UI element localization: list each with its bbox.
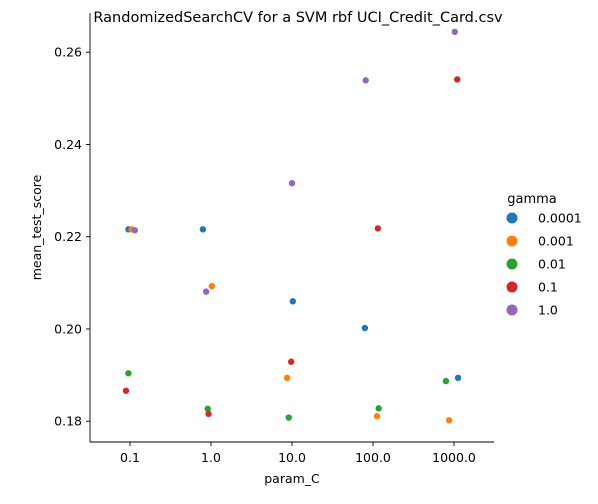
- legend: gamma 0.0001 0.001 0.01 0.1 1.0: [506, 192, 582, 318]
- data-point: [283, 374, 291, 382]
- data-point: [454, 76, 461, 83]
- legend-label: 0.1: [538, 280, 558, 295]
- data-point: [451, 28, 459, 36]
- legend-marker: [506, 212, 518, 224]
- data-point: [445, 417, 453, 424]
- data-point: [204, 405, 211, 412]
- x-axis-label: param_C: [264, 471, 320, 486]
- legend-marker: [506, 281, 518, 293]
- x-tick-label: 100.0: [355, 450, 391, 465]
- data-point: [202, 288, 210, 295]
- data-point: [442, 377, 450, 385]
- legend-label: 0.001: [538, 234, 574, 249]
- data-point: [199, 226, 207, 233]
- data-point: [374, 225, 382, 232]
- data-point: [205, 410, 212, 418]
- x-tick-label: 1000.0: [432, 450, 476, 465]
- data-point: [373, 412, 381, 420]
- y-axis-label: mean_test_score: [29, 174, 44, 280]
- legend-title: gamma: [507, 192, 557, 207]
- data-point: [208, 282, 216, 290]
- data-point: [131, 227, 139, 234]
- legend-label: 0.01: [538, 257, 566, 272]
- legend-items: 0.0001 0.001 0.01 0.1 1.0: [506, 211, 582, 318]
- data-point: [454, 374, 462, 382]
- x-tick-label: 10.0: [278, 450, 306, 465]
- legend-marker: [506, 235, 518, 247]
- y-tick-label: 0.18: [54, 414, 82, 429]
- data-points: [122, 28, 462, 424]
- y-tick-label: 0.22: [54, 229, 82, 244]
- data-point: [362, 77, 369, 84]
- y-tick-label: 0.26: [54, 45, 82, 60]
- legend-marker: [506, 258, 518, 270]
- data-point: [125, 370, 132, 377]
- x-tick-label: 0.1: [120, 450, 140, 465]
- y-axis-ticks: 0.18 0.20 0.22 0.24 0.26: [54, 45, 90, 429]
- chart-title: RandomizedSearchCV for a SVM rbf UCI_Cre…: [93, 10, 503, 26]
- y-tick-label: 0.20: [54, 321, 82, 336]
- data-point: [288, 180, 296, 187]
- legend-label: 1.0: [538, 303, 558, 318]
- legend-label: 0.0001: [538, 211, 582, 226]
- x-tick-label: 1.0: [201, 450, 221, 465]
- data-point: [122, 387, 130, 394]
- data-point: [287, 358, 295, 365]
- data-point: [285, 414, 292, 421]
- y-tick-label: 0.24: [54, 137, 82, 152]
- data-point: [361, 324, 369, 332]
- data-point: [289, 298, 297, 305]
- x-axis-ticks: 0.1 1.0 10.0 100.0 1000.0: [120, 442, 476, 465]
- legend-marker: [506, 304, 518, 316]
- data-point: [375, 405, 382, 412]
